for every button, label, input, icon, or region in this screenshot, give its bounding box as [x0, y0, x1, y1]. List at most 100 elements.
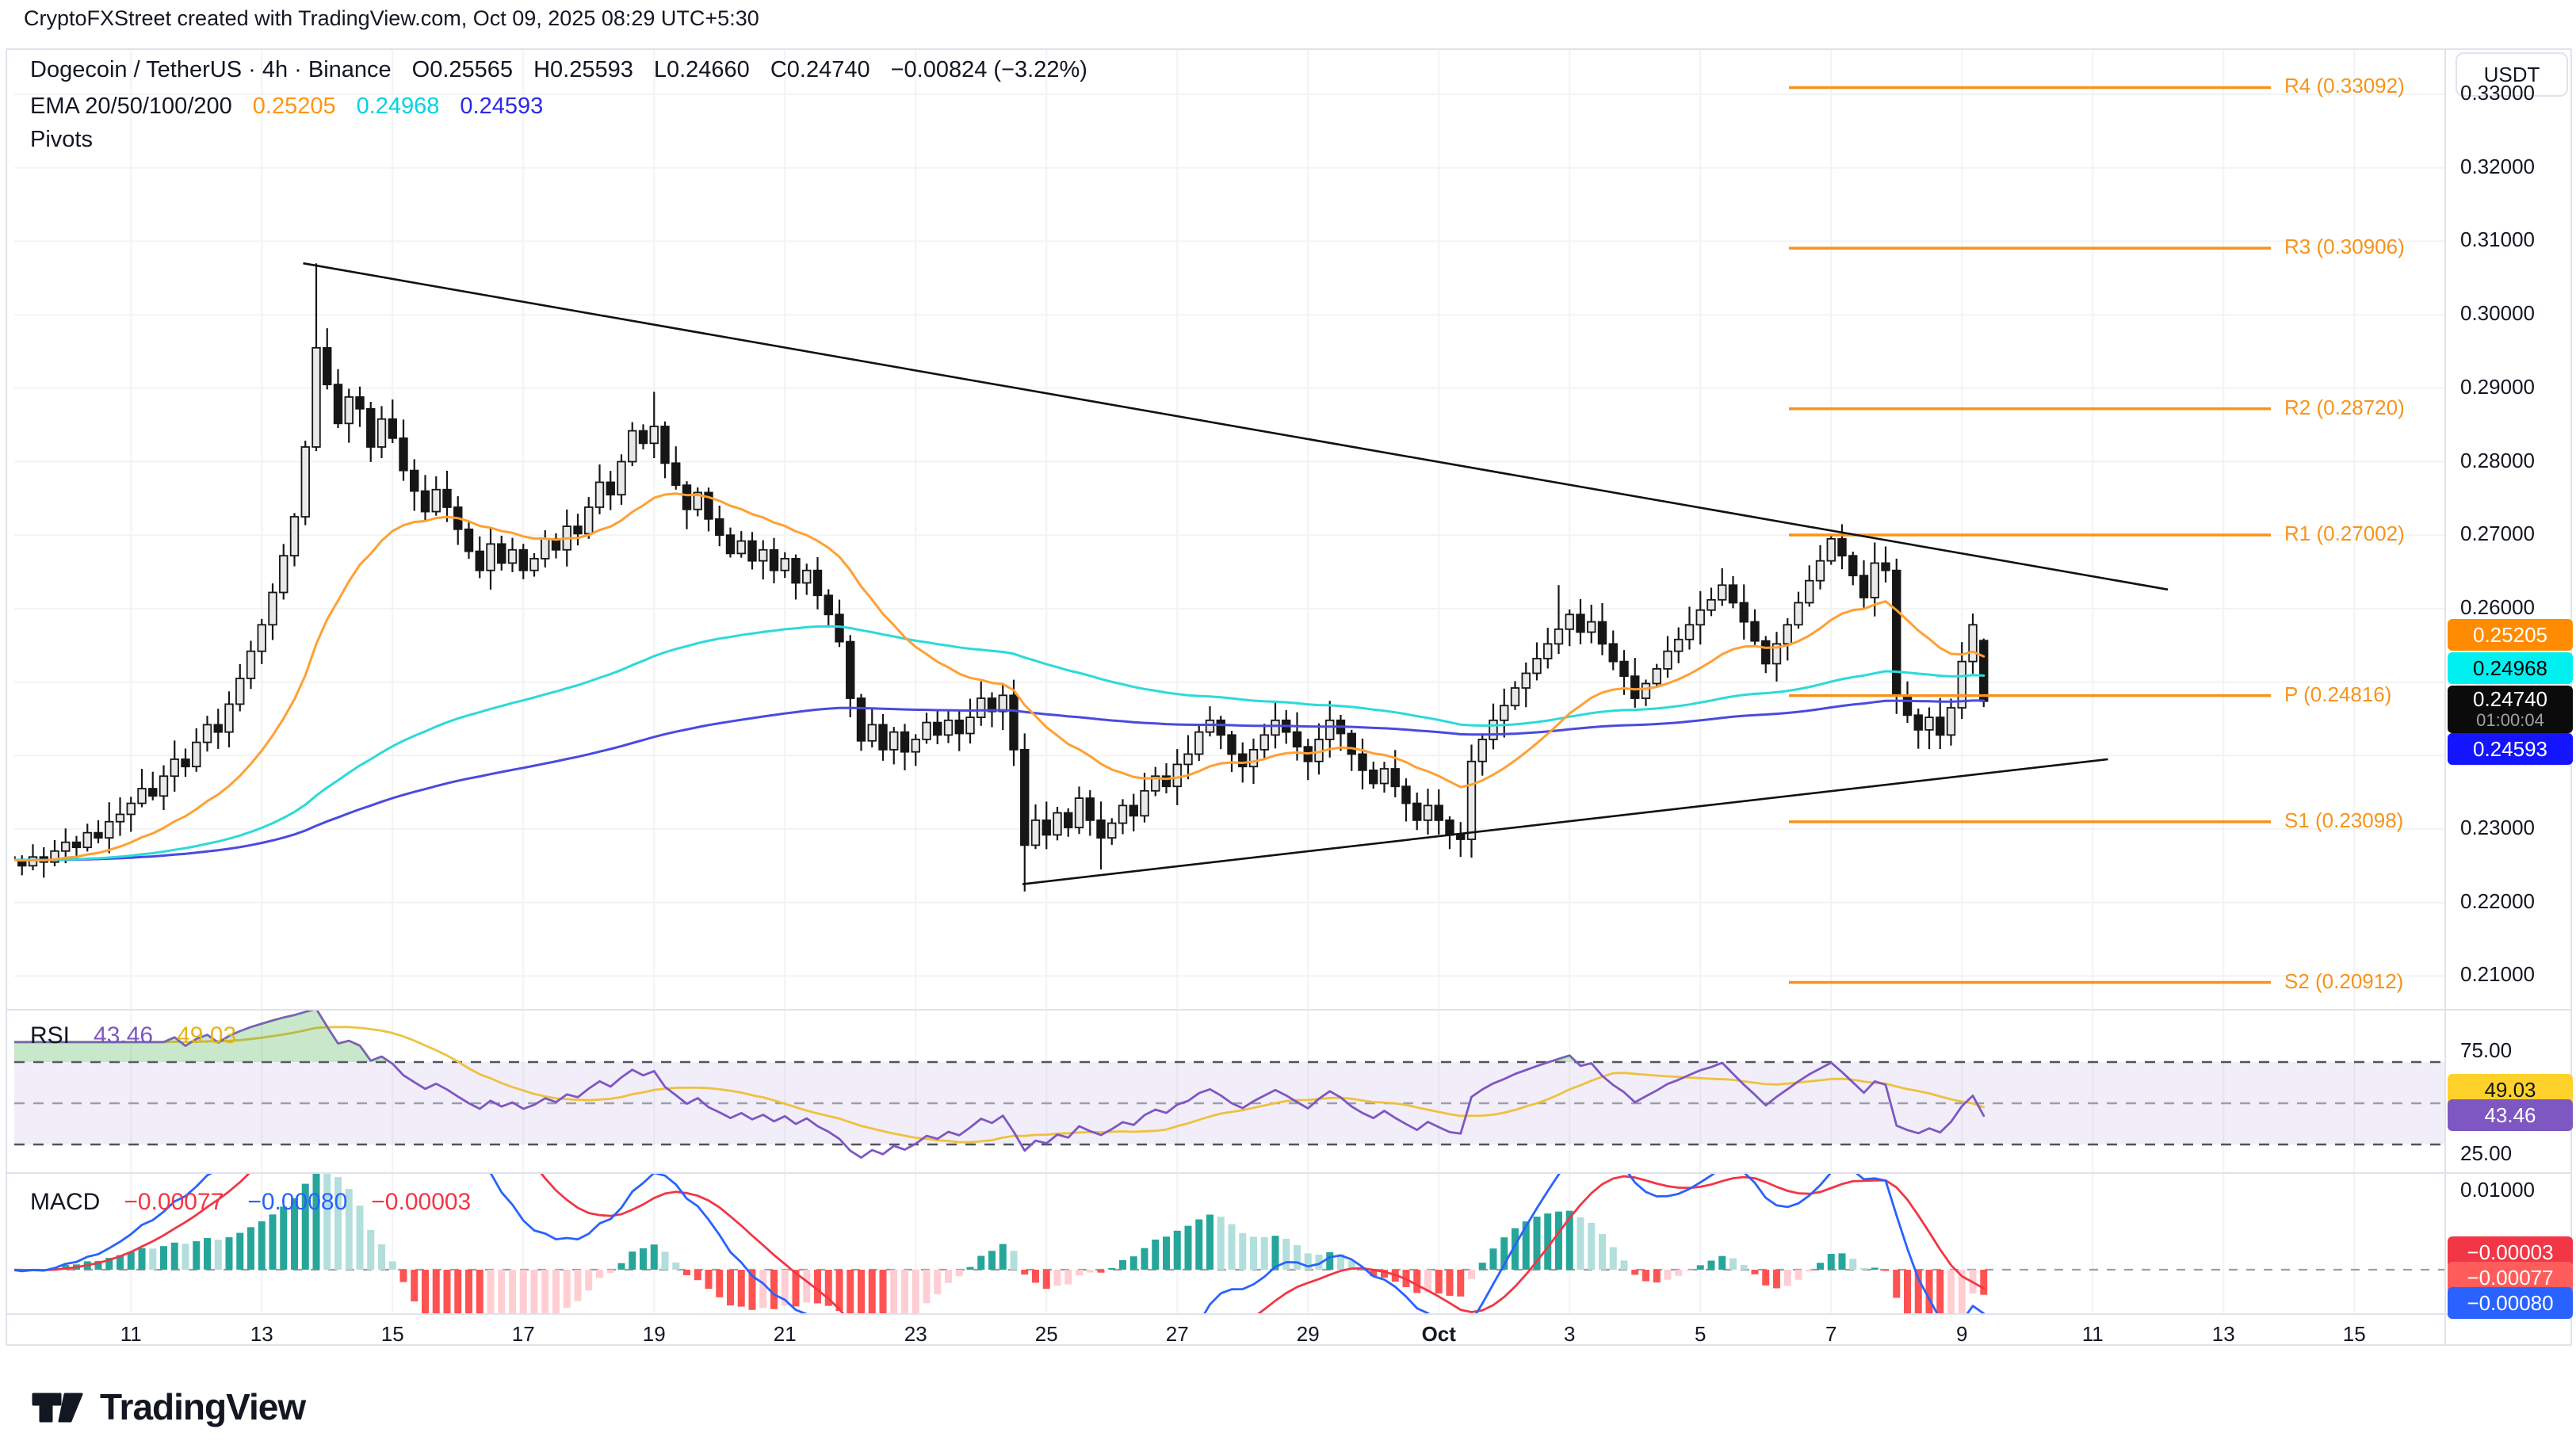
- rsi-legend[interactable]: RSI 43.46 49.03: [30, 1022, 236, 1049]
- candle-down: [747, 540, 757, 562]
- candle-down: [933, 721, 942, 736]
- pivot-label-r2: R2 (0.28720): [2284, 395, 2405, 419]
- candle-up: [507, 548, 518, 564]
- rsi-value: 43.46: [94, 1022, 154, 1049]
- candle-up: [1521, 672, 1531, 689]
- symbol-legend[interactable]: Dogecoin / TetherUS · 4h · Binance O0.25…: [30, 57, 1087, 83]
- ohlc-change: −0.00824 (−3.22%): [890, 57, 1087, 82]
- candle-up: [1053, 812, 1062, 836]
- candle-down: [1761, 640, 1771, 665]
- candle-up: [759, 548, 768, 562]
- ema20-value: 0.25205: [252, 94, 336, 119]
- macd-hist-bar: [476, 1270, 483, 1314]
- macd-hist-bar: [1141, 1248, 1148, 1270]
- rsi-ma-value: 49.03: [177, 1022, 237, 1049]
- macd-hist-bar: [1620, 1260, 1628, 1270]
- candle-up: [1826, 537, 1836, 562]
- macd-hist-bar: [1936, 1270, 1944, 1314]
- candle-up: [584, 506, 594, 535]
- candle-down: [725, 534, 736, 555]
- macd-hist-bar: [443, 1270, 451, 1314]
- candle-up: [1695, 609, 1705, 626]
- pivot-label-r4: R4 (0.33092): [2284, 74, 2405, 98]
- macd-hist-bar: [14, 1270, 15, 1271]
- candle-down: [442, 488, 452, 508]
- candle-up: [1805, 579, 1814, 604]
- macd-hist-bar: [1871, 1267, 1878, 1270]
- macd-pane: [14, 1173, 2445, 1314]
- rsi-pane: [14, 1010, 2445, 1159]
- macd-hist-bar: [541, 1270, 549, 1314]
- candle-down: [1456, 834, 1466, 840]
- macd-hist-bar: [1347, 1260, 1355, 1270]
- candle-up: [998, 694, 1007, 713]
- candle-down: [1913, 714, 1923, 731]
- last-price-badge: 0.24740 01:00:04: [2448, 686, 2573, 733]
- pivot-label-s2: S2 (0.20912): [2284, 969, 2404, 993]
- candle-down: [1358, 753, 1367, 771]
- candle-down: [606, 481, 615, 496]
- time-axis-label: 7: [1825, 1322, 1837, 1346]
- price-tick-label: 0.26000: [2460, 594, 2535, 619]
- candle-up: [1543, 643, 1553, 659]
- macd-hist-bar: [117, 1255, 124, 1270]
- candle-up: [1510, 687, 1520, 707]
- macd-hist-bar: [1718, 1255, 1726, 1270]
- candle-up: [82, 831, 92, 849]
- candle-up: [922, 721, 931, 740]
- candle-up: [1500, 705, 1509, 721]
- candle-up: [159, 775, 169, 797]
- candle-up: [1968, 624, 1978, 663]
- rsi-label: RSI: [30, 1022, 71, 1049]
- ema-legend[interactable]: EMA 20/50/100/200 0.25205 0.24968 0.2459…: [30, 94, 543, 120]
- macd-hist-bar: [465, 1270, 472, 1314]
- price-tick-label: 0.31000: [2460, 227, 2535, 252]
- time-axis-label: 13: [250, 1322, 273, 1346]
- candle-up: [1652, 668, 1661, 685]
- candle-up: [1151, 775, 1160, 792]
- candle-up: [105, 820, 114, 839]
- time-axis-label: 25: [1034, 1322, 1058, 1346]
- time-axis-label: 13: [2211, 1322, 2235, 1346]
- ema20-price-badge: 0.25205: [2448, 619, 2573, 651]
- candle-up: [1205, 719, 1215, 733]
- macd-hist-bar: [1751, 1270, 1759, 1274]
- candle-down: [1064, 812, 1073, 829]
- macd-hist-bar: [1555, 1211, 1562, 1270]
- candle-down: [323, 346, 332, 386]
- candle-up: [617, 460, 626, 496]
- candle-down: [660, 426, 670, 464]
- macd-hist-bar: [334, 1177, 342, 1270]
- candle-up: [1641, 682, 1651, 699]
- macd-hist-bar: [204, 1238, 211, 1270]
- candle-down: [148, 788, 158, 797]
- macd-hist-bar: [1599, 1233, 1606, 1270]
- macd-hist-bar: [1849, 1259, 1857, 1270]
- ohlc-close: C0.24740: [770, 57, 870, 82]
- macd-hist-bar: [345, 1189, 353, 1270]
- candle-up: [1946, 707, 1956, 736]
- candle-down: [213, 724, 223, 733]
- macd-hist-bar: [683, 1270, 690, 1275]
- macd-legend[interactable]: MACD −0.00077 −0.00080 −0.00003: [30, 1189, 471, 1216]
- macd-hist-bar: [858, 1270, 865, 1314]
- macd-hist-bar: [160, 1246, 167, 1270]
- candle-up: [1379, 768, 1389, 785]
- macd-hist-bar: [1707, 1260, 1715, 1270]
- currency-button[interactable]: USDT: [2456, 52, 2568, 97]
- macd-hist-bar: [1806, 1270, 1814, 1272]
- candle-up: [202, 724, 212, 743]
- macd-hist-bar: [356, 1206, 364, 1270]
- pivots-legend[interactable]: Pivots: [30, 127, 93, 152]
- macd-hist-bar: [170, 1242, 178, 1270]
- rsi-green-area: [14, 1010, 1984, 1062]
- macd-hist-bar: [596, 1270, 603, 1278]
- macd-hist-bar: [182, 1244, 189, 1270]
- pivot-label-r1: R1 (0.27002): [2284, 522, 2405, 545]
- macd-hist-bar: [323, 1173, 331, 1270]
- candle-down: [573, 525, 583, 535]
- macd-hist-bar: [62, 1265, 70, 1270]
- tradingview-brand[interactable]: TradingView: [32, 1385, 306, 1428]
- macd-hist-bar: [280, 1206, 288, 1270]
